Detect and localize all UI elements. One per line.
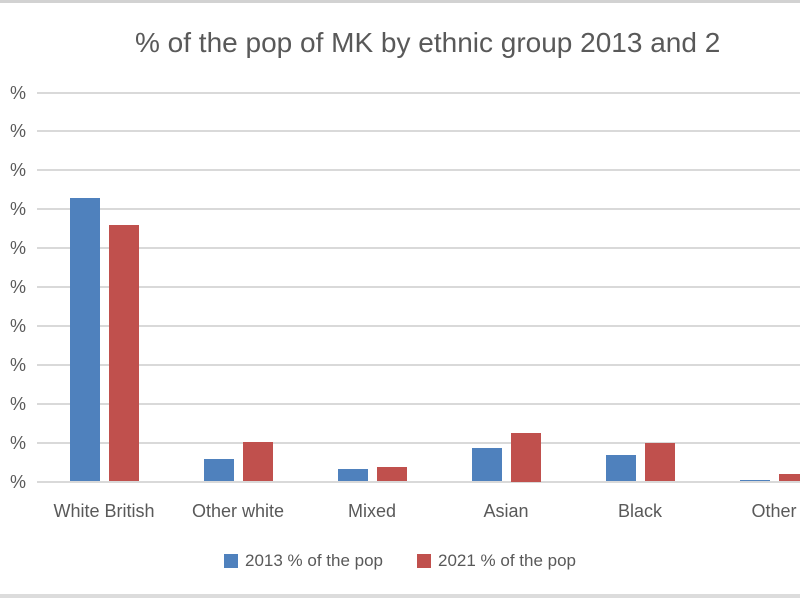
bar-2013-asian (471, 448, 502, 482)
x-axis-label-asian: Asian (483, 501, 529, 521)
bar-2013-other (739, 479, 770, 482)
y-axis-tick-label-60: % (9, 238, 26, 259)
y-axis-tick-label-80: % (9, 160, 26, 181)
x-axis-label-white-british: White British (53, 501, 155, 521)
gridline-90 (37, 130, 800, 133)
y-axis-tick-label-70: % (9, 199, 26, 220)
legend-label-2021: 2021 % of the pop (438, 551, 577, 570)
bar-2013-white-british (69, 197, 100, 482)
y-axis-tick-label-90: % (9, 121, 26, 142)
chart-title: % of the pop of MK by ethnic group 2013 … (135, 27, 721, 58)
legend-label-2013: 2013 % of the pop (244, 551, 383, 570)
bar-2013-black (605, 455, 636, 482)
y-axis-tick-label-50: % (9, 277, 26, 297)
gridline-0 (37, 480, 800, 483)
top-border-line (0, 0, 800, 3)
bar-2021-asian (510, 432, 541, 482)
y-axis-tick-label-100: % (9, 82, 26, 103)
gridline-50 (37, 286, 800, 288)
y-axis-tick-label-10: % (9, 432, 26, 453)
bottom-border-line (0, 594, 800, 598)
bar-2021-white-british (108, 224, 139, 482)
y-axis-tick-label-40: % (9, 315, 26, 336)
x-axis-label-other: Other (751, 501, 797, 521)
bar-2013-mixed (337, 469, 368, 482)
legend-entry-2013: 2013 % of the pop (223, 551, 383, 571)
y-axis-tick-label-20: % (9, 393, 26, 414)
gridline-30 (37, 363, 800, 366)
legend-swatch-2021 (417, 554, 431, 568)
gridline-60 (37, 247, 800, 250)
gridline-20 (37, 402, 800, 405)
y-axis-tick-label-0: % (9, 471, 26, 492)
gridline-70 (37, 208, 800, 211)
bar-2021-black (644, 442, 675, 482)
gridline-10 (37, 441, 800, 444)
bar-2021-other-white (242, 442, 273, 482)
x-axis-label-other-white: Other white (191, 501, 285, 521)
x-axis-label-mixed: Mixed (347, 501, 396, 521)
y-axis-tick-label-30: % (9, 354, 26, 375)
gridline-40 (37, 324, 800, 327)
gridline-100 (37, 91, 800, 94)
bar-2021-mixed (376, 467, 407, 482)
bar-2013-other-white (203, 459, 234, 482)
legend-entry-2021: 2021 % of the pop (417, 551, 576, 571)
bar-2021-other (778, 474, 800, 482)
x-axis-label-black: Black (617, 501, 662, 521)
gridline-80 (37, 169, 800, 172)
legend-swatch-2013 (223, 554, 238, 568)
legend: 2013 % of the pop 2021 % of the pop (0, 551, 800, 571)
